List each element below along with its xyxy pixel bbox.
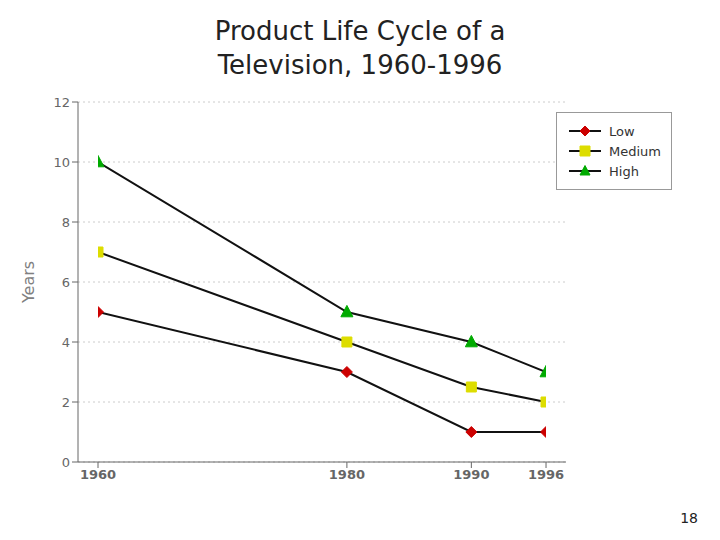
html-text:18: 18 xyxy=(680,510,698,526)
html-text:High: High xyxy=(609,163,639,179)
svg-text:1996: 1996 xyxy=(528,467,564,482)
svg-text:Years: Years xyxy=(19,261,38,304)
svg-text:1960: 1960 xyxy=(80,467,116,482)
svg-text:8: 8 xyxy=(62,215,70,230)
html-text:Low: Low xyxy=(609,123,635,139)
html-text:Medium: Medium xyxy=(609,143,661,159)
html-text:Television, 1960-1996: Television, 1960-1996 xyxy=(217,50,503,80)
html-text:Product Life Cycle of a: Product Life Cycle of a xyxy=(214,16,506,46)
svg-text:6: 6 xyxy=(62,275,70,290)
svg-text:1980: 1980 xyxy=(329,467,365,482)
svg-text:10: 10 xyxy=(53,155,70,170)
svg-text:4: 4 xyxy=(62,335,70,350)
svg-text:2: 2 xyxy=(62,395,70,410)
svg-text:12: 12 xyxy=(53,95,70,110)
svg-text:1990: 1990 xyxy=(453,467,489,482)
svg-text:0: 0 xyxy=(62,455,70,470)
